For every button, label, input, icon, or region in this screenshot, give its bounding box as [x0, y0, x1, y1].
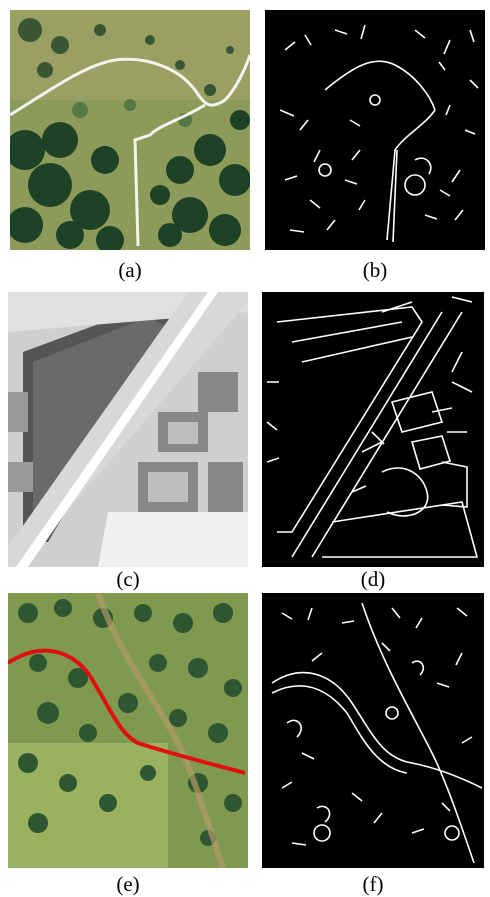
panel-e-graphic — [8, 593, 248, 868]
caption-d: (d) — [360, 567, 386, 591]
panel-a-aerial-image — [10, 10, 250, 250]
panel-e-aerial-image — [8, 593, 248, 868]
panel-c-aerial-image — [8, 292, 248, 567]
panel-d-edge-map — [262, 292, 484, 567]
caption-c: (c) — [116, 567, 140, 591]
panel-f-graphic — [262, 593, 484, 868]
caption-b: (b) — [362, 258, 388, 282]
panel-c-graphic — [8, 292, 248, 567]
caption-a: (a) — [118, 258, 142, 282]
panel-b-graphic — [265, 10, 485, 250]
panel-b-edge-map — [265, 10, 485, 250]
caption-f: (f) — [362, 872, 384, 896]
panel-f-edge-map — [262, 593, 484, 868]
caption-e: (e) — [116, 872, 140, 896]
panel-a-graphic — [10, 10, 250, 250]
panel-d-graphic — [262, 292, 484, 567]
